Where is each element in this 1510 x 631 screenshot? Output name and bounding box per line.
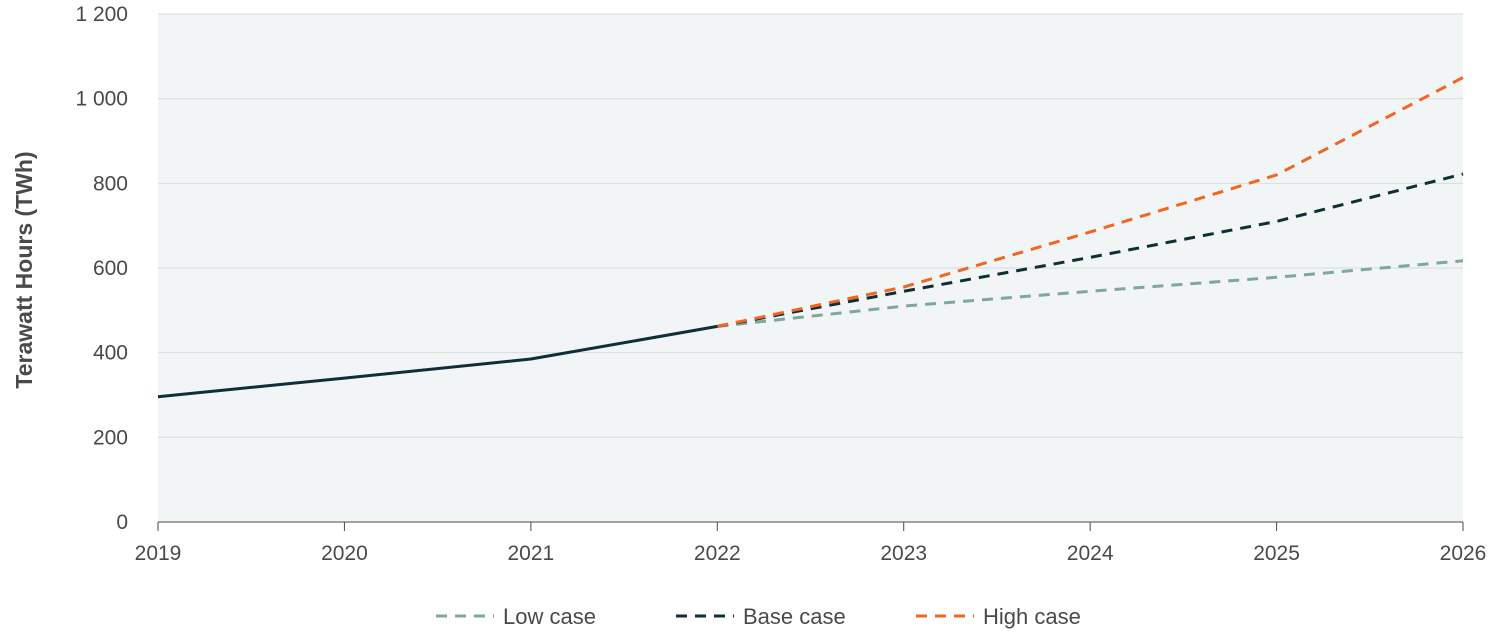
x-tick-label: 2019 — [135, 542, 182, 565]
y-tick-label: 1 000 — [75, 88, 128, 111]
y-tick-label: 200 — [93, 426, 128, 449]
legend-label: High case — [983, 604, 1081, 629]
x-tick-label: 2024 — [1067, 542, 1114, 565]
gridlines — [158, 13, 1463, 438]
series-line-base-case — [717, 172, 1464, 328]
y-axis: 0 200 400 600 800 1 000 1 200 — [75, 3, 128, 534]
y-tick-label: 1 200 — [75, 3, 128, 26]
y-tick-label: 600 — [93, 257, 128, 280]
legend-label: Base case — [743, 604, 846, 629]
x-tick-label: 2021 — [507, 542, 554, 565]
x-tick-label: 2025 — [1253, 542, 1300, 565]
x-tick-label: 2020 — [321, 542, 368, 565]
legend: Low case Base case High case — [436, 604, 1081, 629]
y-tick-label: 800 — [93, 172, 128, 195]
legend-label: Low case — [503, 604, 596, 629]
x-tick-label: 2023 — [880, 542, 927, 565]
y-axis-label: Terawatt Hours (TWh) — [11, 151, 37, 388]
y-tick-label: 400 — [93, 342, 128, 365]
x-axis: 2019 2020 2021 2022 2023 2024 2025 2026 — [135, 521, 1487, 565]
series-lines — [157, 76, 1464, 399]
y-tick-label: 0 — [116, 511, 128, 534]
x-tick-label: 2026 — [1440, 542, 1487, 565]
series-line-high-case — [716, 76, 1464, 328]
series-line-historical — [157, 324, 718, 399]
x-tick-label: 2022 — [694, 542, 741, 565]
